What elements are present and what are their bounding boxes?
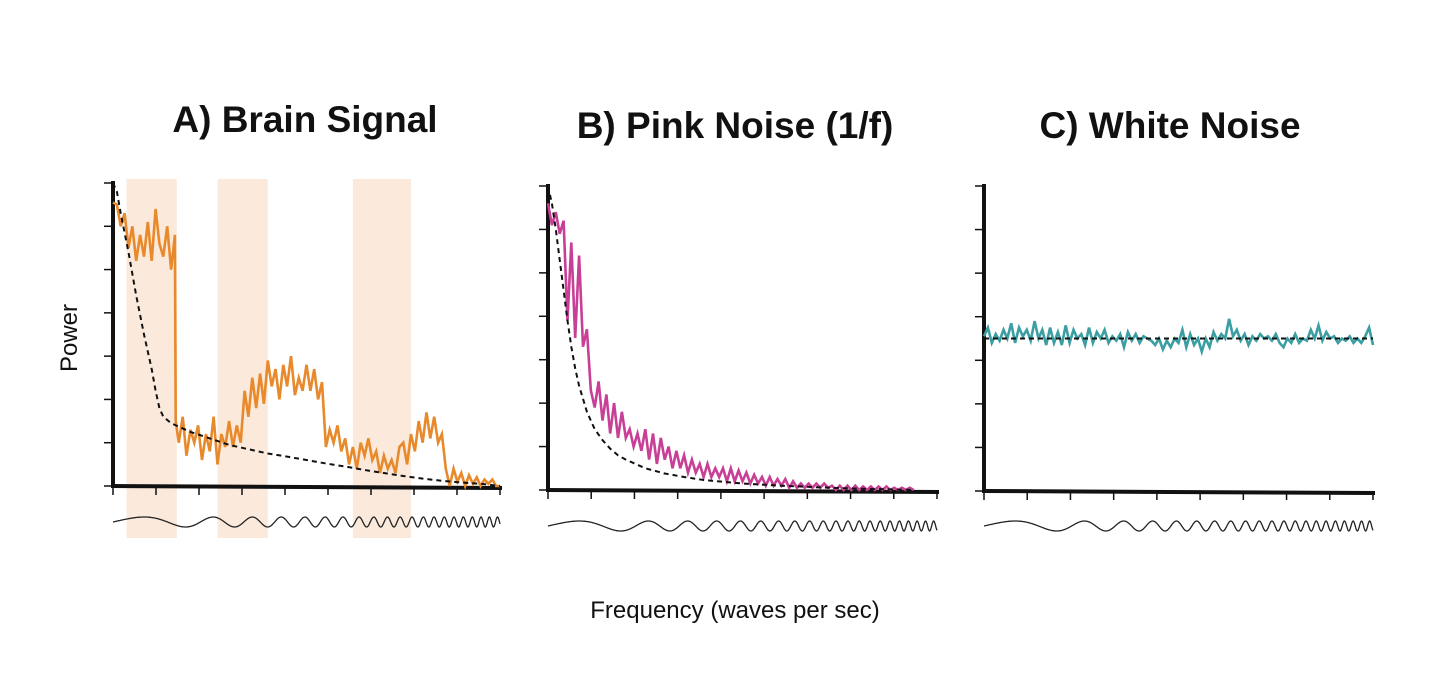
fit-line-brain-signal (112, 182, 501, 487)
x-axis-line (981, 489, 1376, 495)
fit-line-pink-noise (547, 185, 914, 491)
chart-title-pink-noise: B) Pink Noise (1/f) (577, 105, 894, 146)
series-line-brain-signal (112, 201, 500, 491)
frequency-wave-icon (112, 516, 501, 528)
chart-title-white-noise: C) White Noise (1039, 105, 1300, 146)
x-axis-label: Frequency (waves per sec) (590, 597, 879, 624)
x-axis-line (110, 484, 503, 490)
x-axis-line (545, 488, 940, 494)
frequency-band-3 (352, 179, 411, 538)
chart-title-brain-signal: A) Brain Signal (172, 99, 437, 140)
frequency-wave-icon (547, 520, 938, 532)
y-axis-label: Power (56, 304, 83, 372)
panel-brain-signal: A) Brain Signal (104, 99, 503, 538)
frequency-wave-icon (983, 520, 1374, 532)
series-line-white-noise (982, 318, 1375, 357)
series-line-pink-noise (546, 203, 915, 492)
panel-white-noise: C) White Noise (975, 105, 1376, 532)
frequency-band-2 (217, 179, 268, 538)
panel-pink-noise: B) Pink Noise (1/f) (539, 105, 940, 532)
